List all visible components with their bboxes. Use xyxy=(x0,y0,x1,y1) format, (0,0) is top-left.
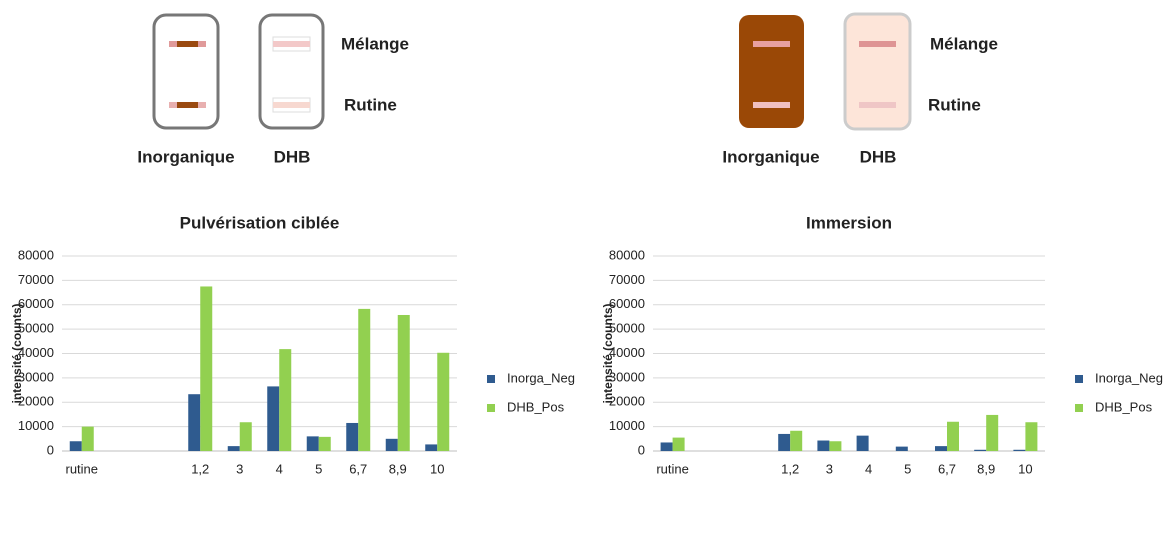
y-tick-label: 80000 xyxy=(18,247,54,262)
x-tick-label: 6,7 xyxy=(938,461,956,476)
strip xyxy=(843,12,912,131)
row-label: Rutine xyxy=(928,95,981,114)
x-tick-label: rutine xyxy=(656,461,689,476)
x-tick-label: 8,9 xyxy=(389,461,407,476)
legend-swatch xyxy=(1075,404,1083,412)
bar xyxy=(306,436,319,451)
bar xyxy=(188,394,201,451)
band xyxy=(859,102,896,108)
y-tick-label: 20000 xyxy=(18,394,54,409)
bar xyxy=(1025,422,1038,451)
diagram: Inorganique DHB Mélange Rutine xyxy=(722,12,998,166)
bar xyxy=(267,386,280,451)
strip-label: Inorganique xyxy=(722,147,819,166)
diagram: Inorganique DHB Mélange Rutine xyxy=(137,13,409,166)
strip-label: DHB xyxy=(860,147,897,166)
x-tick-label: 3 xyxy=(826,461,833,476)
x-tick-label: 6,7 xyxy=(349,461,367,476)
bar xyxy=(935,446,947,451)
bar xyxy=(947,421,959,451)
bar xyxy=(200,286,213,451)
band xyxy=(753,41,790,47)
bar xyxy=(856,435,869,451)
band xyxy=(753,102,790,108)
bar xyxy=(437,352,450,451)
x-tick-label: 4 xyxy=(865,461,872,476)
band xyxy=(859,41,896,47)
row-label: Rutine xyxy=(344,95,397,114)
x-tick-label: 8,9 xyxy=(977,461,995,476)
row-label: Mélange xyxy=(930,34,998,53)
bar xyxy=(279,349,292,451)
y-tick-label: 70000 xyxy=(609,272,645,287)
legend-label: Inorga_Neg xyxy=(507,370,575,385)
y-tick-label: 50000 xyxy=(609,321,645,336)
y-tick-label: 0 xyxy=(47,442,54,457)
y-tick-label: 30000 xyxy=(609,369,645,384)
strip xyxy=(152,13,220,130)
bar xyxy=(397,314,410,451)
x-tick-label: 1,2 xyxy=(781,461,799,476)
band xyxy=(273,41,310,47)
y-tick-label: 40000 xyxy=(609,345,645,360)
y-tick-label: 0 xyxy=(638,442,645,457)
y-tick-label: 60000 xyxy=(18,296,54,311)
y-axis-label: intensité (counts) xyxy=(601,303,615,403)
legend-swatch xyxy=(1075,375,1083,383)
bar xyxy=(660,442,673,451)
bar xyxy=(778,433,791,451)
strip-label: Inorganique xyxy=(137,147,234,166)
legend-swatch xyxy=(487,375,495,383)
row-label: Mélange xyxy=(341,34,409,53)
bar xyxy=(385,438,398,451)
bar xyxy=(790,430,803,451)
bar xyxy=(829,441,842,451)
bar xyxy=(672,437,685,451)
bar xyxy=(895,446,908,451)
y-tick-label: 10000 xyxy=(18,418,54,433)
band xyxy=(177,41,198,47)
band xyxy=(177,102,198,108)
x-tick-label: rutine xyxy=(65,461,98,476)
y-tick-label: 80000 xyxy=(609,247,645,262)
bar xyxy=(227,446,240,451)
strip xyxy=(739,15,804,128)
legend-label: DHB_Pos xyxy=(507,399,565,414)
x-tick-label: 10 xyxy=(430,461,444,476)
legend-label: DHB_Pos xyxy=(1095,399,1153,414)
bar xyxy=(425,444,438,451)
x-tick-label: 1,2 xyxy=(191,461,209,476)
bar xyxy=(318,436,331,451)
y-tick-label: 30000 xyxy=(18,369,54,384)
bar xyxy=(358,308,371,451)
bar xyxy=(817,440,830,451)
x-tick-label: 5 xyxy=(315,461,322,476)
y-tick-label: 70000 xyxy=(18,272,54,287)
chart-title: Immersion xyxy=(806,213,892,232)
bar xyxy=(974,449,987,451)
legend-label: Inorga_Neg xyxy=(1095,370,1163,385)
bar xyxy=(239,422,252,451)
x-tick-label: 10 xyxy=(1018,461,1032,476)
y-tick-label: 10000 xyxy=(609,418,645,433)
x-tick-label: 4 xyxy=(276,461,283,476)
legend-swatch xyxy=(487,404,495,412)
y-tick-label: 40000 xyxy=(18,345,54,360)
bar xyxy=(69,441,82,451)
band xyxy=(273,102,310,108)
x-tick-label: 5 xyxy=(904,461,911,476)
y-tick-label: 50000 xyxy=(18,321,54,336)
chart-title: Pulvérisation ciblée xyxy=(180,213,340,232)
y-tick-label: 60000 xyxy=(609,296,645,311)
strip-label: DHB xyxy=(274,147,311,166)
x-tick-label: 3 xyxy=(236,461,243,476)
bar xyxy=(81,426,94,451)
bar xyxy=(346,422,359,451)
bar xyxy=(986,414,999,451)
y-tick-label: 20000 xyxy=(609,394,645,409)
bar xyxy=(1013,449,1026,451)
y-axis-label: intensité (counts) xyxy=(10,303,24,403)
